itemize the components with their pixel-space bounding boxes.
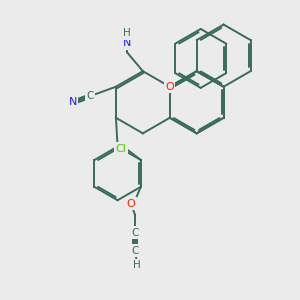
- Text: O: O: [127, 199, 135, 209]
- Text: H: H: [133, 260, 140, 270]
- Text: C: C: [86, 91, 94, 101]
- Text: O: O: [165, 82, 174, 92]
- Text: Cl: Cl: [116, 143, 126, 154]
- Text: C: C: [131, 246, 139, 256]
- Text: C: C: [131, 228, 139, 238]
- Text: N: N: [69, 98, 77, 107]
- Text: H: H: [123, 28, 131, 38]
- Text: N: N: [123, 38, 131, 48]
